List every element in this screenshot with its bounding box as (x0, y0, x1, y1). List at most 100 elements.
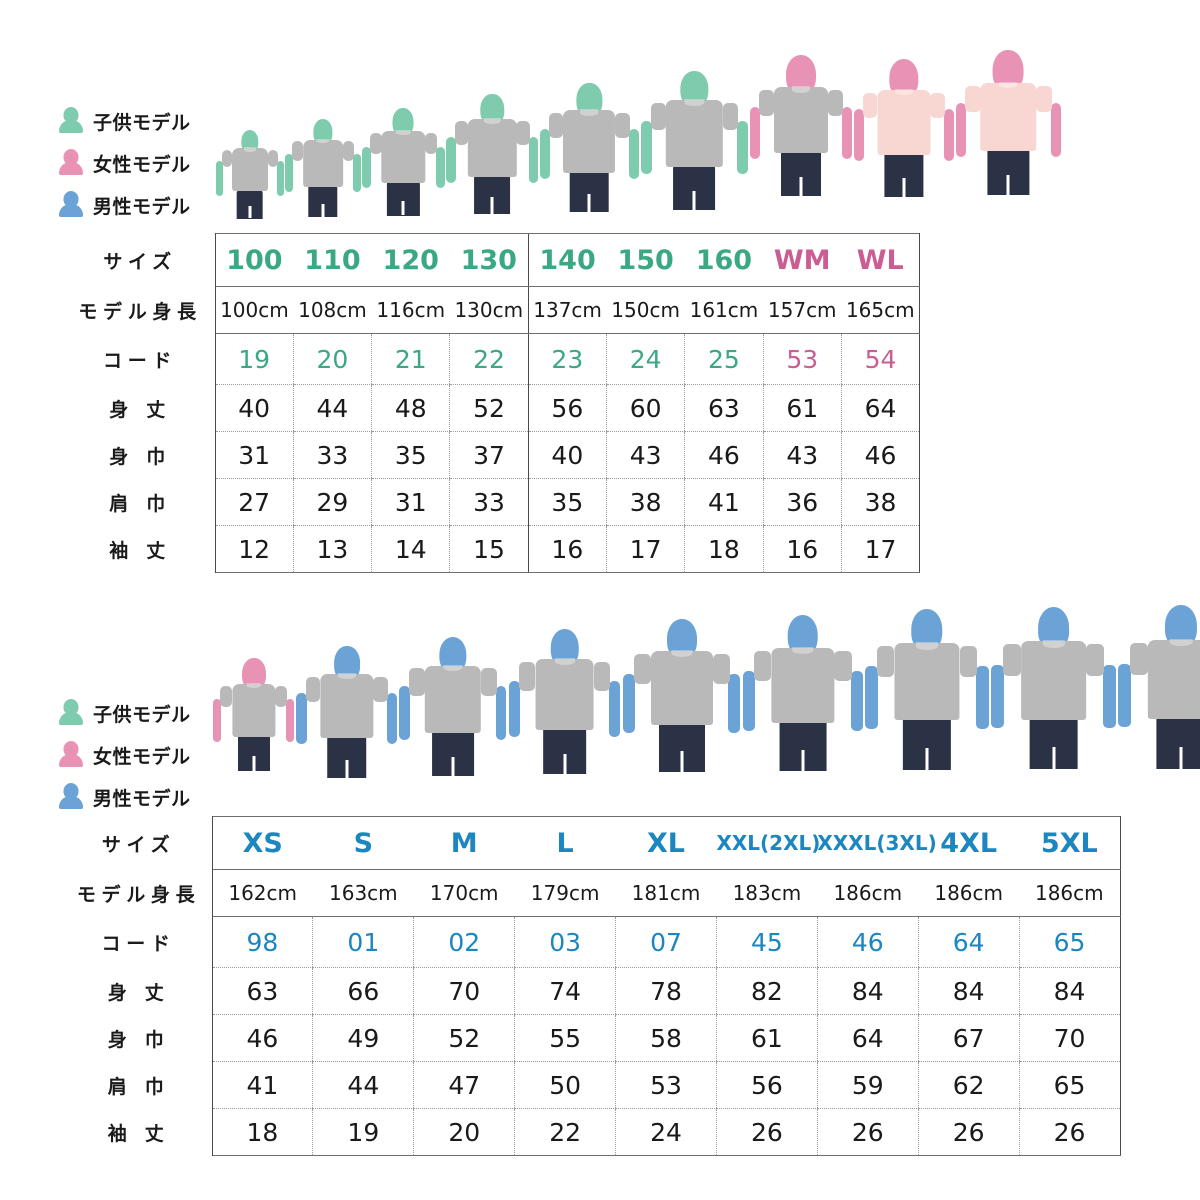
tshirt-body (468, 119, 517, 177)
tshirt-body (650, 651, 713, 725)
measurement-value: 31 (214, 431, 294, 479)
row-label-sleeve: 袖 丈 (60, 1108, 213, 1156)
tshirt-sleeve-right (959, 645, 978, 678)
size-header-110: 110 (293, 233, 372, 287)
model-figure (749, 55, 853, 233)
model-height-value: 186cm (1019, 869, 1121, 917)
legend-label-male: 男性モデル (93, 195, 191, 218)
tshirt-collar (316, 138, 330, 144)
tshirt-body (320, 673, 374, 738)
legend-item-male: 男性モデル (58, 184, 191, 226)
arm-right (944, 109, 954, 161)
leg-gap (401, 200, 405, 216)
measurement-value: 56 (527, 384, 607, 432)
arm-right (609, 680, 621, 737)
tshirt-body (381, 130, 426, 183)
arm-right (286, 699, 295, 742)
legend-item-child: 子供モデル (58, 692, 191, 734)
silhouette (445, 94, 539, 233)
measurement-value: 43 (605, 431, 685, 479)
arm-left (991, 665, 1004, 728)
row-label-size: サイズ (60, 233, 216, 287)
tshirt-sleeve-left (549, 112, 564, 139)
measurement-value: 40 (214, 384, 294, 432)
tshirt-body (303, 139, 343, 187)
tshirt-body (980, 82, 1037, 151)
leg-gap (563, 754, 567, 775)
measurement-value: 47 (413, 1061, 515, 1109)
tshirt-collar (483, 118, 501, 124)
model-figure (742, 610, 864, 815)
tshirt-collar (246, 682, 261, 689)
measurement-value: 24 (615, 1108, 717, 1156)
code-value: 21 (371, 333, 450, 385)
silhouette (539, 83, 640, 233)
measurement-value: 58 (615, 1014, 717, 1062)
measurement-value: 26 (917, 1108, 1020, 1156)
measurement-value: 63 (211, 967, 313, 1015)
code-value: 54 (840, 333, 921, 385)
measurement-value: 29 (292, 478, 372, 526)
measurement-value: 46 (211, 1014, 313, 1062)
size-header-120: 120 (371, 233, 450, 287)
tshirt-sleeve-left (221, 150, 232, 168)
measurement-value: 84 (917, 967, 1020, 1015)
arm-right (628, 129, 639, 179)
arm-left (853, 109, 864, 161)
silhouette (508, 628, 622, 815)
tshirt-sleeve-right (373, 676, 389, 703)
leg-gap (451, 756, 455, 776)
model-height-value: 157cm (763, 286, 842, 334)
leg-gap (1179, 746, 1183, 769)
size-header-140: 140 (527, 233, 607, 287)
tshirt-body (563, 110, 616, 173)
measurement-value: 59 (816, 1061, 919, 1109)
model-height-value: 130cm (449, 286, 529, 334)
leg-gap (490, 197, 494, 214)
model-height-value: 165cm (841, 286, 921, 334)
legend-label-female: 女性モデル (93, 153, 191, 176)
arm-left (215, 161, 223, 196)
measurement-value: 18 (684, 525, 764, 573)
size-header-WL: WL (841, 233, 921, 287)
silhouette (622, 619, 742, 815)
measurement-value: 26 (715, 1108, 818, 1156)
measurement-value: 16 (762, 525, 842, 573)
arm-left (508, 680, 521, 737)
person-icon-female (58, 740, 84, 770)
tshirt-body (231, 148, 268, 192)
measurement-value: 52 (449, 384, 529, 432)
row-length: 身 丈 63 66 70 74 78 82 84 84 84 (60, 967, 1121, 1015)
measurement-value: 48 (371, 384, 450, 432)
arm-left (622, 673, 635, 733)
measurement-value: 33 (292, 431, 372, 479)
tshirt-sleeve-right (722, 102, 739, 131)
measurement-value: 26 (816, 1108, 919, 1156)
measurement-value: 17 (605, 525, 685, 573)
silhouette (864, 609, 990, 815)
row-code: コード 98 01 02 03 07 45 46 64 65 (60, 916, 1121, 968)
measurement-value: 35 (371, 431, 450, 479)
legend-item-child: 子供モデル (58, 100, 191, 142)
size-header-S: S (312, 816, 414, 870)
legend-item-male: 男性モデル (58, 776, 191, 818)
code-value: 02 (413, 916, 515, 968)
model-figure (295, 610, 398, 815)
person-icon-male (58, 190, 84, 220)
arm-right (276, 161, 284, 196)
row-label-model-height: モデル身長 (60, 869, 213, 917)
arm-left (362, 146, 371, 188)
row-label-model-height: モデル身長 (60, 286, 216, 334)
silhouette (398, 636, 507, 815)
row-shoulder: 肩 巾 41 44 47 50 53 56 59 62 65 (60, 1061, 1121, 1109)
measurement-value: 46 (684, 431, 764, 479)
code-value: 25 (684, 333, 764, 385)
leg-gap (799, 176, 803, 196)
leg-gap (248, 206, 252, 219)
tshirt-body (666, 100, 723, 168)
tshirt-body (877, 89, 931, 155)
leg-gap (345, 759, 349, 779)
silhouette (361, 108, 445, 233)
row-length: 身 丈 40 44 48 52 56 60 63 61 64 (60, 384, 921, 432)
tshirt-sleeve-left (454, 121, 468, 145)
